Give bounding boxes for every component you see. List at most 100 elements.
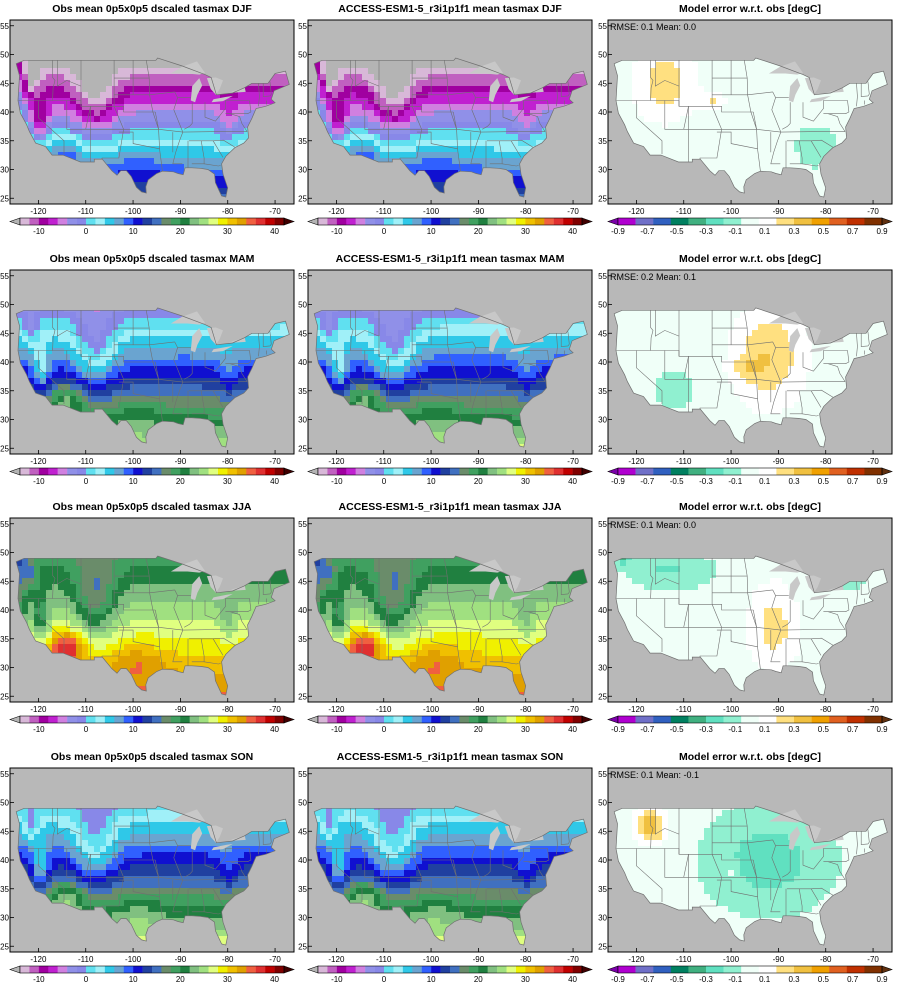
lat-tick-label: 45 [0, 577, 9, 586]
colorbar-label: 0.5 [818, 725, 830, 734]
colorbar-bin [468, 218, 479, 225]
colorbar-bin [563, 468, 573, 475]
lon-tick-label: -100 [125, 705, 142, 714]
colorbar-label: 0.3 [788, 227, 800, 236]
colorbar-bin [170, 716, 181, 723]
state-border [828, 611, 846, 630]
colorbar-bin [653, 218, 671, 225]
lat-tick-label: 25 [598, 942, 607, 951]
colorbar-bin [421, 218, 432, 225]
colorbar-extend-high [581, 467, 593, 476]
lon-tick-label: -80 [520, 457, 532, 466]
colorbar-bin [497, 218, 507, 225]
colorbar-bin [152, 468, 162, 475]
country-outline [15, 57, 290, 198]
state-border [85, 356, 91, 380]
state-border [269, 331, 272, 345]
lon-tick-label: -90 [473, 457, 485, 466]
colorbar-bin [525, 468, 536, 475]
error-stats: RMSE: 0.2 Mean: 0.1 [610, 272, 696, 282]
lat-tick-label: 40 [298, 606, 307, 615]
lat-tick-label: 40 [0, 358, 9, 367]
map-panel-son-model: ACCESS-ESM1-5_r3i1p1f1 mean tasmax SON 25… [298, 751, 593, 984]
colorbar-label: -10 [33, 725, 45, 734]
lat-tick-label: 30 [598, 664, 607, 673]
colorbar-bin [506, 218, 517, 225]
colorbar-bin [227, 468, 238, 475]
colorbar-bin [618, 468, 636, 475]
state-border [770, 839, 782, 913]
country-outline [313, 555, 588, 696]
lat-tick-label: 35 [0, 387, 9, 396]
state-border [770, 589, 782, 663]
state-border [101, 60, 124, 159]
state-border [480, 629, 546, 631]
lat-tick-label: 50 [298, 51, 307, 60]
colorbar-bin [76, 966, 87, 973]
lon-tick-label: -80 [820, 955, 832, 964]
colorbar-bin [161, 468, 172, 475]
state-border [567, 331, 570, 345]
colorbar-bin [48, 716, 58, 723]
colorbar-label: 30 [521, 227, 530, 236]
lat-tick-label: 25 [0, 692, 9, 701]
state-border [38, 598, 65, 652]
state-border [364, 100, 481, 133]
colorbar-bin [170, 966, 181, 973]
lat-tick-label: 25 [298, 692, 307, 701]
lon-tick-label: -90 [773, 705, 785, 714]
error-stats: RMSE: 0.1 Mean: -0.1 [610, 770, 699, 780]
colorbar-label: 10 [427, 477, 436, 486]
colorbar-extend-high [283, 965, 295, 974]
colorbar-bin [384, 716, 394, 723]
state-border [860, 83, 870, 97]
colorbar-bin [208, 218, 219, 225]
state-border [191, 140, 205, 165]
colorbar-label: 0.3 [788, 725, 800, 734]
colorbar-bin [450, 966, 460, 973]
colorbar-extend-low [607, 715, 619, 724]
colorbar-bin [133, 468, 143, 475]
state-border [355, 310, 380, 337]
colorbar-bin [318, 716, 328, 723]
colorbar-label: -0.5 [670, 725, 684, 734]
lon-tick-label: -80 [222, 955, 234, 964]
colorbar-bin [563, 218, 573, 225]
lat-tick-label: 55 [0, 272, 9, 281]
colorbar-bin [114, 716, 124, 723]
colorbar-bin [516, 218, 526, 225]
colorbar-bin [346, 218, 356, 225]
colorbar-extend-high [283, 715, 295, 724]
state-border [52, 808, 56, 849]
colorbar-label: -0.1 [728, 477, 742, 486]
colorbar-bin [355, 966, 366, 973]
lon-tick-label: -70 [269, 457, 281, 466]
state-border [482, 102, 491, 130]
colorbar-bin [123, 716, 134, 723]
state-border [364, 350, 481, 383]
state-border [753, 111, 757, 130]
colorbar-extend-high [581, 217, 593, 226]
colorbar-label: 40 [270, 975, 279, 984]
lat-tick-label: 40 [298, 856, 307, 865]
colorbar-label: 40 [270, 477, 279, 486]
colorbar-bin [170, 218, 181, 225]
colorbar-bin [180, 218, 190, 225]
colorbar-bin [152, 218, 162, 225]
colorbar: -10 0 10 20 30 40 [307, 217, 593, 236]
colorbar-bin [384, 966, 394, 973]
colorbar-bin [829, 468, 847, 475]
colorbar-bin [544, 966, 554, 973]
colorbar-bin [246, 218, 256, 225]
colorbar-bin [421, 966, 432, 973]
state-border [655, 558, 680, 585]
colorbar-bin [246, 468, 256, 475]
state-border [828, 113, 846, 132]
lon-tick-label: -100 [723, 955, 740, 964]
colorbar-bin [688, 468, 707, 475]
state-border [355, 60, 380, 87]
state-border [828, 363, 846, 382]
lat-tick-label: 40 [598, 856, 607, 865]
lat-tick-label: 55 [298, 770, 307, 779]
